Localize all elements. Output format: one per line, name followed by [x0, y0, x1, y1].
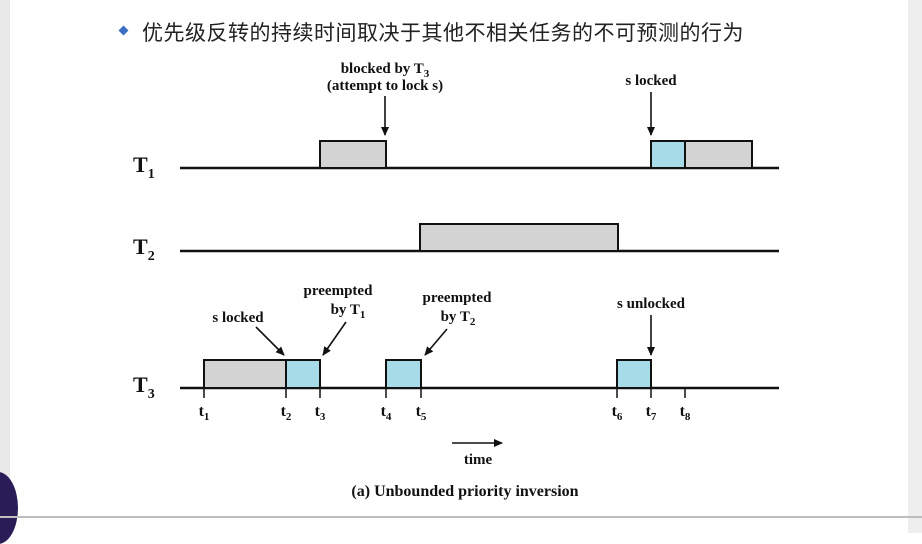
t3-critical-section-2	[385, 359, 422, 389]
annotation-s-locked-t3: s locked	[212, 310, 264, 326]
priority-inversion-diagram: T1 T2 T3 blocked by T3 (attempt to lock …	[133, 61, 779, 500]
annotation-preempted-t2-line2: by T2	[441, 309, 476, 328]
slide-headline: 优先级反转的持续时间取决于其他不相关任务的不可预测的行为	[142, 21, 744, 45]
arrow-s-locked-t3	[255, 326, 285, 356]
annotation-s-unlocked: s unlocked	[617, 296, 686, 312]
t2-exec-block	[419, 223, 619, 252]
annotation-preempted-t2-line1: preempted	[423, 290, 493, 306]
annotation-blocked-line1: blocked by T3	[341, 61, 430, 80]
t3-critical-section-3	[616, 359, 652, 389]
time-axis-label: time	[464, 452, 493, 468]
t3-critical-section-1	[285, 359, 321, 389]
annotation-preempted-t1-line1: preempted	[304, 283, 374, 299]
t1-exec-block-1	[319, 140, 387, 169]
frame-left	[0, 0, 10, 533]
time-label-t3: t3	[315, 403, 326, 423]
time-label-t7: t7	[646, 403, 657, 423]
time-label-t2: t2	[281, 403, 292, 423]
t1-critical-section	[650, 140, 686, 169]
time-label-t8: t8	[680, 403, 691, 423]
arrow-preempted-t2	[424, 328, 448, 356]
frame-right	[908, 0, 922, 533]
annotation-preempted-t1-line2: by T1	[331, 302, 366, 321]
annotation-blocked-line2: (attempt to lock s)	[327, 78, 443, 94]
arrow-preempted-t1	[322, 321, 347, 356]
time-label-t4: t4	[381, 403, 392, 423]
time-label-t1: t1	[199, 403, 210, 423]
task-label-t1: T1	[133, 152, 155, 182]
t3-exec-block	[203, 359, 287, 389]
time-label-t5: t5	[416, 403, 427, 423]
annotation-s-locked-t1: s locked	[625, 73, 677, 89]
task-label-t3: T3	[133, 372, 155, 402]
t1-exec-block-2	[684, 140, 753, 169]
time-label-t6: t6	[612, 403, 623, 423]
slide-bottom-border	[0, 516, 922, 518]
slide-decoration	[0, 472, 18, 544]
figure-caption: (a) Unbounded priority inversion	[351, 483, 578, 500]
task-label-t2: T2	[133, 234, 155, 264]
